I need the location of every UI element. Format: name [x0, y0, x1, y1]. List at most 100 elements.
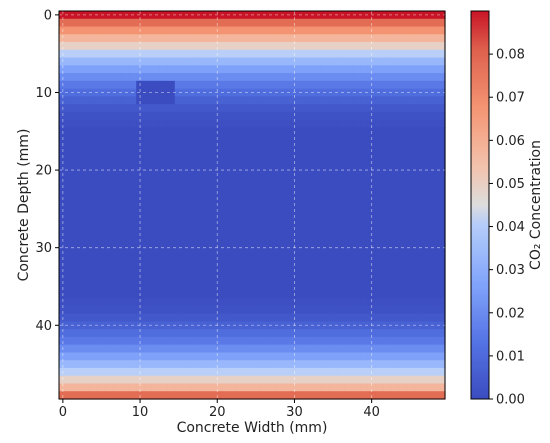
heatmap-cell: [437, 111, 446, 121]
heatmap-cell: [252, 391, 261, 400]
heatmap-cell: [174, 111, 184, 121]
heatmap-cell: [190, 329, 199, 338]
heatmap-cell: [414, 173, 423, 183]
heatmap-cell: [429, 274, 438, 284]
heatmap-cell: [252, 321, 261, 330]
heatmap-cell: [367, 34, 377, 43]
heatmap-cell: [159, 135, 168, 144]
heatmap-cell: [89, 150, 99, 160]
heatmap-cell: [128, 158, 137, 167]
heatmap-cell: [306, 127, 315, 136]
heatmap-cell: [367, 352, 377, 361]
heatmap-cell: [298, 321, 307, 330]
heatmap-cell: [275, 18, 284, 28]
heatmap-cell: [136, 173, 145, 183]
heatmap-cell: [306, 321, 315, 330]
heatmap-cell: [344, 220, 353, 229]
heatmap-cell: [190, 267, 199, 276]
heatmap-cell: [113, 88, 122, 97]
heatmap-cell: [336, 212, 346, 222]
heatmap-cell: [329, 290, 338, 299]
heatmap-cell: [352, 173, 361, 183]
heatmap-cell: [182, 104, 191, 113]
heatmap-cell: [437, 383, 446, 392]
heatmap-cell: [360, 329, 369, 338]
heatmap-cell: [267, 336, 276, 346]
heatmap-cell: [221, 290, 230, 299]
heatmap-cell: [275, 80, 284, 90]
heatmap-cell: [120, 352, 130, 361]
heatmap-cell: [66, 65, 76, 74]
heatmap-cell: [321, 274, 330, 284]
heatmap-cell: [120, 391, 130, 400]
heatmap-cell: [151, 344, 160, 354]
heatmap-cell: [329, 18, 338, 28]
heatmap-cell: [82, 282, 91, 291]
heatmap-cell: [159, 344, 168, 354]
heatmap-cell: [275, 391, 284, 400]
heatmap-cell: [221, 197, 230, 206]
heatmap-cell: [82, 259, 91, 268]
heatmap-cell: [336, 375, 346, 385]
heatmap-cell: [414, 313, 423, 322]
heatmap-cell: [267, 119, 276, 128]
heatmap-cell: [190, 321, 199, 330]
heatmap-cell: [306, 360, 315, 369]
heatmap-cell: [375, 127, 384, 136]
heatmap-cell: [113, 375, 122, 385]
heatmap-cell: [197, 321, 207, 330]
heatmap-cell: [306, 80, 315, 90]
heatmap-cell: [136, 274, 145, 284]
heatmap-cell: [182, 383, 191, 392]
heatmap-cell: [228, 305, 238, 315]
heatmap-cell: [205, 34, 214, 43]
heatmap-cell: [174, 313, 184, 322]
heatmap-cell: [267, 344, 276, 354]
heatmap-cell: [398, 251, 407, 260]
heatmap-cell: [74, 251, 83, 260]
heatmap-cell: [244, 290, 253, 299]
heatmap-cell: [190, 282, 199, 291]
heatmap-cell: [437, 336, 446, 346]
heatmap-cell: [105, 383, 114, 392]
heatmap-cell: [352, 166, 361, 175]
heatmap-cell: [398, 305, 407, 315]
heatmap-cell: [66, 352, 76, 361]
heatmap-cell: [429, 212, 438, 222]
heatmap-cell: [421, 360, 431, 369]
heatmap-cell: [267, 158, 276, 167]
heatmap-cell: [143, 135, 153, 144]
heatmap-cell: [113, 212, 122, 222]
heatmap-cell: [97, 57, 106, 66]
heatmap-cell: [383, 321, 392, 330]
heatmap-cell: [306, 344, 315, 354]
heatmap-cell: [321, 42, 330, 51]
heatmap-cell: [113, 329, 122, 338]
heatmap-cell: [105, 142, 114, 152]
heatmap-cell: [151, 135, 160, 144]
x-tick-label: 40: [363, 405, 380, 420]
heatmap-cell: [352, 329, 361, 338]
heatmap-cell: [390, 228, 400, 237]
heatmap-cell: [159, 212, 168, 222]
heatmap-cell: [82, 189, 91, 198]
heatmap-cell: [190, 391, 199, 400]
heatmap-cell: [321, 181, 330, 191]
heatmap-cell: [236, 80, 245, 90]
heatmap-cell: [120, 104, 130, 113]
heatmap-cell: [236, 367, 245, 377]
heatmap-cell: [259, 251, 269, 260]
heatmap-cell: [128, 344, 137, 354]
heatmap-cell: [429, 305, 438, 315]
heatmap-cell: [252, 267, 261, 276]
heatmap-cell: [252, 158, 261, 167]
heatmap-cell: [159, 205, 168, 214]
heatmap-cell: [244, 65, 253, 74]
heatmap-cell: [205, 236, 214, 245]
heatmap-cell: [236, 305, 245, 315]
heatmap-cell: [244, 150, 253, 160]
heatmap-cell: [259, 228, 269, 237]
heatmap-cell: [236, 267, 245, 276]
heatmap-cell: [398, 383, 407, 392]
heatmap-cell: [298, 360, 307, 369]
